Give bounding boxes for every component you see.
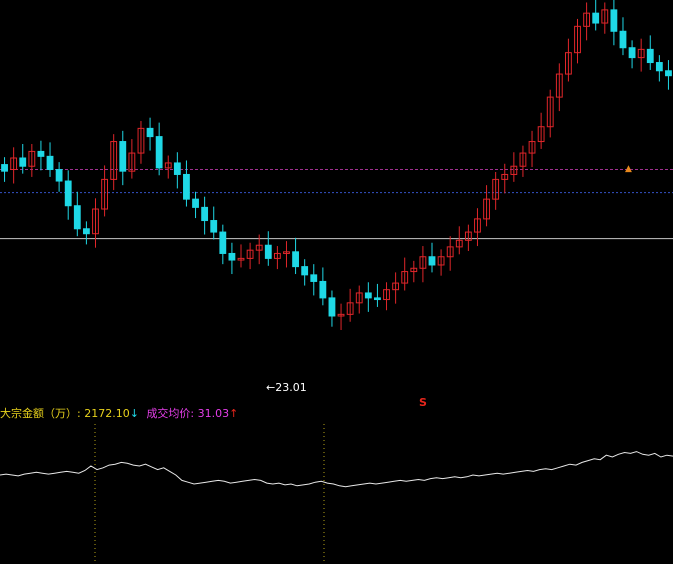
candle-body — [510, 165, 518, 175]
candle-body — [519, 152, 527, 167]
candle-body — [628, 47, 636, 59]
candle-body — [283, 251, 290, 254]
low-point-value: 23.01 — [275, 381, 307, 394]
candle-body — [183, 173, 190, 200]
candle-body — [419, 256, 427, 269]
candlestick-series — [1, 0, 672, 330]
price-reference-lines — [0, 169, 673, 240]
candle-body — [128, 152, 136, 172]
candle-body — [410, 267, 418, 273]
candle-body — [310, 274, 318, 282]
candle-body — [501, 173, 509, 180]
candle-body — [610, 9, 618, 32]
candle-body — [219, 231, 227, 254]
candle-body — [1, 164, 8, 172]
candle-body — [210, 220, 218, 233]
indicator-header: 大宗金额（万）: 2172.10↓ 成交均价: 31.03↑ — [0, 407, 238, 420]
candle-body — [583, 12, 591, 27]
candle-body — [601, 9, 609, 24]
candle-body — [646, 48, 654, 64]
candle-body — [474, 218, 481, 233]
candle-body — [346, 302, 354, 315]
vertical-guides — [94, 424, 325, 564]
candle-body — [92, 208, 99, 235]
candle-body — [565, 52, 572, 75]
candle-body — [428, 256, 436, 266]
candle-body — [464, 231, 472, 241]
candle-body — [328, 297, 336, 317]
candle-body — [483, 198, 490, 220]
candle-body — [337, 313, 345, 317]
candle-body — [546, 96, 554, 128]
candle-body — [437, 256, 445, 266]
candle-body — [19, 157, 27, 167]
candle-body — [273, 252, 281, 259]
block-trade-amount-value: 2172.10 — [84, 407, 130, 420]
candle-body — [10, 157, 18, 171]
candle-body — [119, 141, 127, 172]
candle-body — [255, 244, 263, 251]
candle-body — [555, 73, 563, 98]
candle-body — [655, 62, 663, 72]
candle-body — [55, 169, 63, 182]
candle-body — [665, 70, 672, 77]
low-point-annotation: ←23.01 — [266, 381, 307, 394]
candle-body — [528, 141, 536, 154]
candle-body — [110, 141, 118, 180]
candle-body — [619, 30, 627, 49]
candle-body — [637, 48, 645, 59]
candle-body — [73, 205, 81, 230]
candle-body — [301, 266, 309, 276]
candle-body — [264, 244, 272, 259]
left-arrow-icon: ← — [266, 381, 276, 394]
candle-body — [292, 251, 299, 268]
candle-body — [37, 150, 45, 157]
candle-body — [137, 127, 145, 154]
indicator-line — [0, 451, 673, 488]
candle-body — [355, 292, 363, 304]
candle-body — [228, 252, 236, 261]
candle-body — [319, 280, 327, 299]
candle-body — [374, 297, 381, 301]
average-price-value: 31.03 — [197, 407, 230, 420]
candle-body — [537, 126, 545, 143]
candle-body — [237, 257, 245, 261]
candle-body — [383, 289, 390, 301]
candle-body — [155, 136, 163, 169]
candle-body — [492, 178, 500, 200]
candle-body — [146, 127, 154, 138]
candle-body — [164, 162, 172, 169]
candle-body — [82, 228, 90, 235]
candle-body — [46, 155, 54, 171]
candle-body — [392, 282, 400, 291]
indicator-line-series — [0, 451, 673, 488]
candle-body — [592, 12, 600, 24]
candle-body — [574, 25, 581, 54]
down-arrow-icon: ↓ — [129, 407, 139, 420]
candle-body — [246, 249, 254, 259]
candle-body — [28, 150, 36, 167]
candle-body — [401, 271, 409, 284]
candle-body — [364, 292, 372, 299]
up-arrow-icon: ↑ — [229, 407, 239, 420]
candle-body — [64, 180, 72, 207]
triangle-up-icon: ▲ — [625, 164, 632, 174]
candle-body — [192, 198, 199, 208]
candle-body — [201, 206, 209, 222]
average-price-label: 成交均价: — [146, 407, 195, 420]
candle-body — [101, 178, 108, 210]
candle-body — [455, 239, 463, 248]
candle-body — [446, 246, 454, 258]
candle-body — [173, 162, 181, 175]
sell-signal-marker: S — [419, 396, 427, 409]
block-trade-amount-label: 大宗金额（万）: — [0, 407, 81, 420]
